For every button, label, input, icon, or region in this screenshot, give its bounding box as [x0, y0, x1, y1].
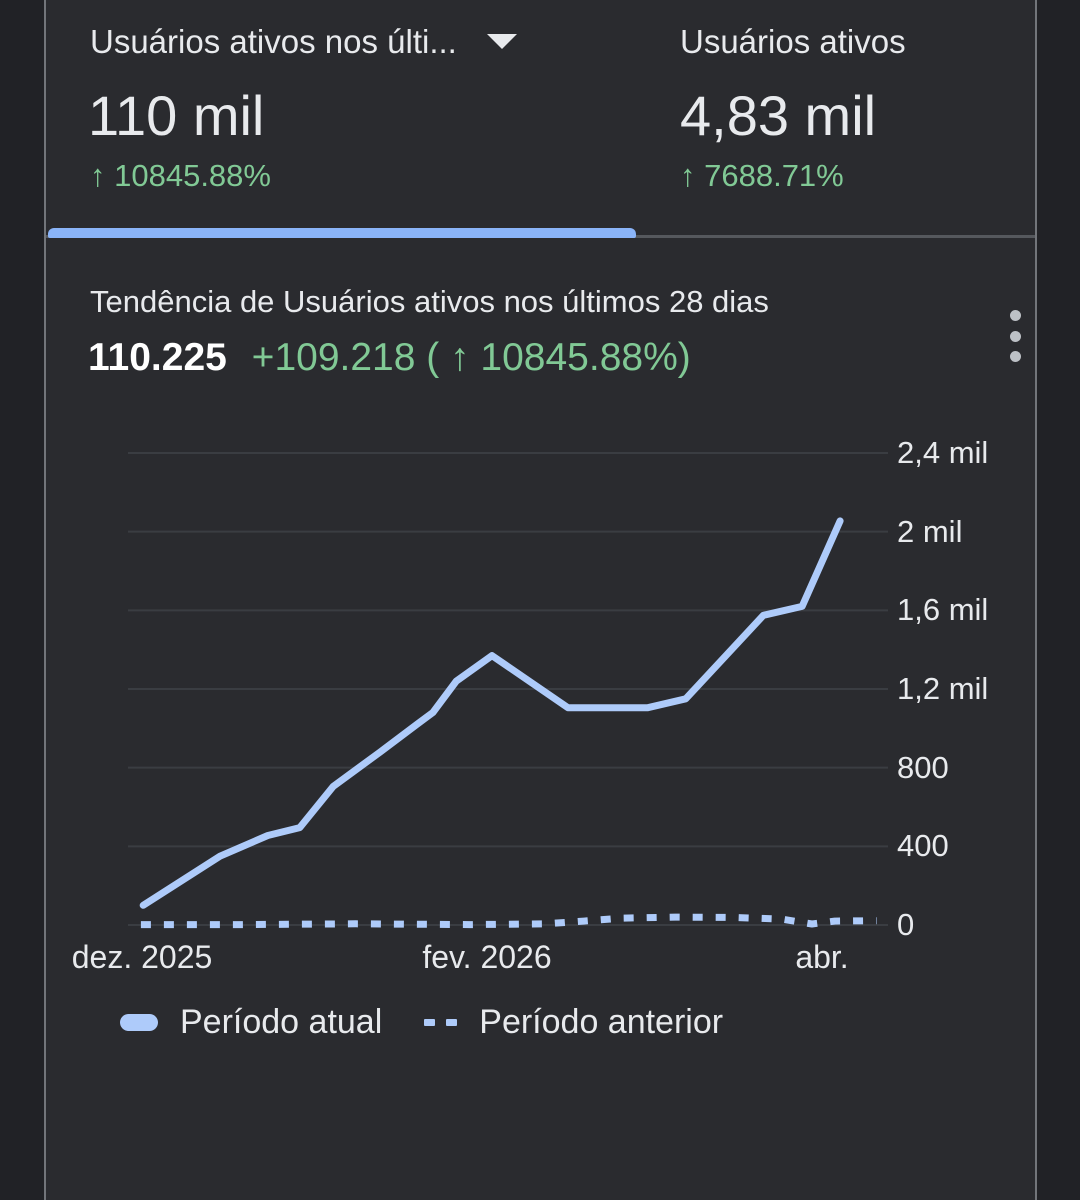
- metrics-panel: Usuários ativos nos últi... 110 mil ↑ 10…: [44, 0, 1037, 1200]
- y-axis-label: 2 mil: [897, 513, 963, 549]
- x-axis-label: dez. 2025: [71, 939, 213, 975]
- active-tab-indicator: [48, 228, 636, 238]
- solid-line-icon: [120, 1013, 158, 1031]
- y-axis-label: 2,4 mil: [897, 435, 989, 470]
- y-axis-label: 1,2 mil: [897, 671, 989, 706]
- kebab-menu-button[interactable]: [1003, 310, 1027, 362]
- tab-active-users[interactable]: Usuários ativos 4,83 mil ↑ 7688.71%: [648, 0, 1035, 235]
- metric-value: 4,83 mil: [680, 84, 877, 147]
- metric-delta-badge: ↑ 10845.88%: [90, 158, 271, 193]
- chart-legend: Período atual Período anterior: [120, 1001, 723, 1043]
- chart-title: Tendência de Usuários ativos nos últimos…: [90, 284, 769, 319]
- x-axis-label: fev. 2026: [422, 939, 552, 975]
- tab-label: Usuários ativos: [680, 23, 906, 60]
- metric-value: 110 mil: [88, 84, 265, 147]
- metric-delta-badge: ↑ 7688.71%: [680, 158, 844, 193]
- trend-chart-card: Tendência de Usuários ativos nos últimos…: [46, 238, 1035, 1200]
- x-axis-label: abr.: [795, 939, 849, 975]
- chart-delta: +109.218 ( ↑ 10845.88%): [251, 336, 691, 379]
- tab-active-users-28d[interactable]: Usuários ativos nos últi... 110 mil ↑ 10…: [46, 0, 648, 235]
- dropdown-caret-icon[interactable]: [486, 34, 517, 50]
- chart-value-row: 110.225 +109.218 ( ↑ 10845.88%): [88, 334, 691, 382]
- chart-current-value: 110.225: [88, 336, 227, 379]
- metric-tabs: Usuários ativos nos últi... 110 mil ↑ 10…: [46, 0, 1035, 238]
- y-axis-label: 800: [897, 749, 949, 785]
- tab-label: Usuários ativos nos últi...: [90, 23, 457, 60]
- dashed-line-icon: [424, 1018, 458, 1026]
- y-axis-label: 1,6 mil: [897, 592, 989, 628]
- y-axis-label: 0: [897, 907, 915, 942]
- y-axis-label: 400: [897, 828, 949, 864]
- legend-item-current: Período atual: [120, 1003, 382, 1042]
- trend-line-chart[interactable]: [46, 238, 1035, 1200]
- legend-item-previous: Período anterior: [418, 1003, 723, 1042]
